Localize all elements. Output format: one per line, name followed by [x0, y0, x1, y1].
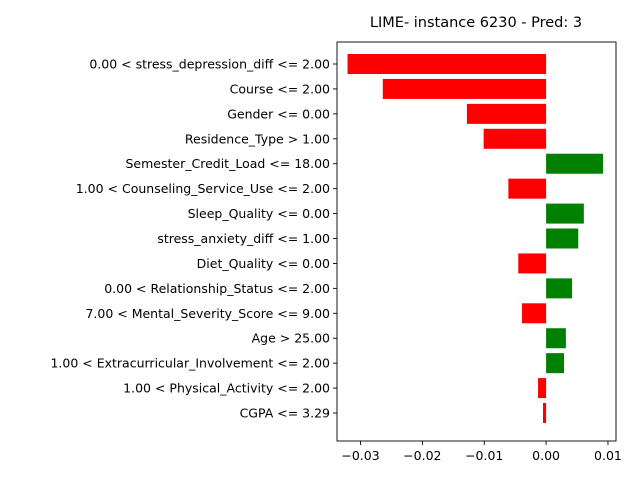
- y-tick-label: Residence_Type > 1.00: [185, 131, 330, 146]
- y-tick-label: 1.00 < Extracurricular_Involvement <= 2.…: [50, 356, 330, 371]
- y-tick-labels: 0.00 < stress_depression_diff <= 2.00 Cou…: [50, 57, 337, 421]
- y-tick-label: 7.00 < Mental_Severity_Score <= 9.00: [85, 306, 330, 321]
- y-tick-label: 0.00 < stress_depression_diff <= 2.00: [89, 57, 330, 72]
- y-tick-label: Diet_Quality <= 0.00: [197, 256, 330, 271]
- x-tick-label: −0.01: [465, 448, 503, 463]
- y-tick-label: 1.00 < Physical_Activity <= 2.00: [123, 381, 330, 396]
- plot-frame: [336, 41, 617, 442]
- x-axis: −0.03 −0.02 −0.01 0.00 0.01: [341, 441, 622, 463]
- y-tick-label: Sleep_Quality <= 0.00: [188, 206, 330, 221]
- x-tick-label: 0.00: [532, 448, 560, 463]
- bars-group: [347, 54, 604, 424]
- y-tick-label: Age > 25.00: [252, 331, 330, 346]
- bar: [546, 153, 604, 174]
- y-tick-label: CGPA <= 3.29: [240, 406, 330, 421]
- y-tick-label: 1.00 < Counseling_Service_Use <= 2.00: [76, 181, 330, 196]
- y-tick-label: Course <= 2.00: [230, 81, 330, 96]
- bar: [518, 253, 547, 274]
- bar: [546, 278, 573, 299]
- bar: [521, 303, 547, 324]
- bar: [483, 128, 547, 149]
- y-tick-label: Semester_Credit_Load <= 18.00: [126, 156, 331, 171]
- bar: [347, 54, 547, 74]
- chart-title: LIME- instance 6230 - Pred: 3: [370, 15, 582, 31]
- bar: [543, 403, 547, 424]
- x-tick-label: 0.01: [594, 448, 622, 463]
- bar: [546, 328, 566, 349]
- bar: [466, 103, 547, 124]
- bar: [546, 203, 584, 224]
- bar: [508, 178, 547, 199]
- x-tick-label: −0.03: [341, 448, 379, 463]
- y-tick-label: Gender <= 0.00: [227, 106, 330, 121]
- bar: [382, 78, 547, 99]
- y-tick-label: 0.00 < Relationship_Status <= 2.00: [104, 281, 330, 296]
- bar: [546, 228, 579, 249]
- bar: [538, 378, 547, 399]
- x-tick-label: −0.02: [403, 448, 441, 463]
- bar: [546, 353, 565, 374]
- y-tick-label: stress_anxiety_diff <= 1.00: [157, 231, 330, 246]
